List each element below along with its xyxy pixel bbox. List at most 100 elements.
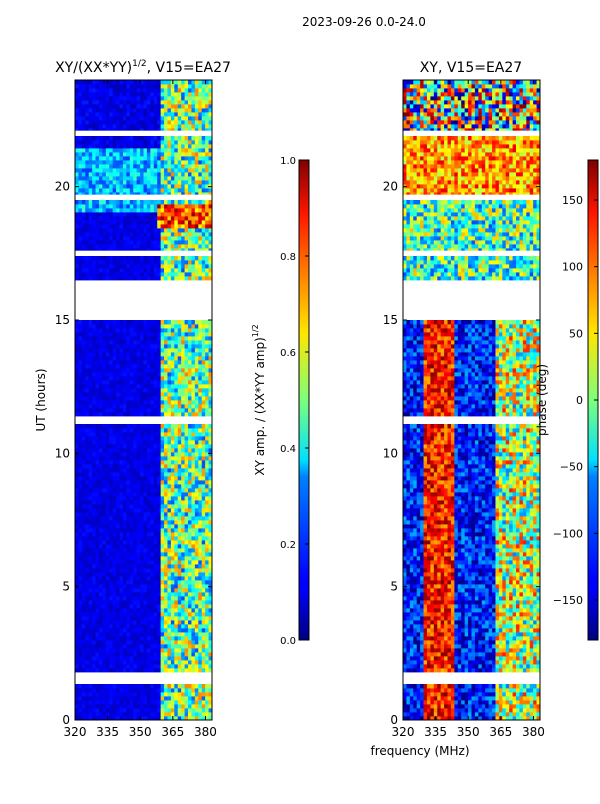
heatmap-cell — [88, 240, 93, 245]
heatmap-cell — [136, 708, 141, 713]
heatmap-cell — [126, 668, 131, 673]
heatmap-cell — [160, 528, 165, 533]
heatmap-cell — [181, 448, 185, 453]
heatmap-cell — [191, 352, 196, 357]
heatmap-cell — [105, 152, 110, 157]
heatmap-cell — [95, 184, 100, 189]
heatmap-cell — [191, 548, 196, 553]
heatmap-cell — [181, 424, 185, 429]
heatmap-cell — [129, 716, 134, 720]
heatmap-cell — [116, 500, 120, 505]
heatmap-cell — [143, 372, 148, 377]
heatmap-cell — [153, 248, 158, 253]
heatmap-cell — [78, 516, 83, 521]
heatmap-cell — [92, 472, 96, 477]
heatmap-cell — [146, 340, 151, 345]
heatmap-cell — [198, 664, 203, 669]
heatmap-cell — [208, 616, 212, 621]
heatmap-cell — [208, 276, 212, 281]
heatmap-cell — [112, 328, 117, 333]
heatmap-cell — [92, 368, 96, 373]
heatmap-cell — [85, 664, 90, 669]
heatmap-cell — [105, 208, 110, 213]
heatmap-cell — [102, 388, 107, 393]
heatmap-cell — [170, 604, 175, 609]
heatmap-cell — [153, 272, 158, 277]
heatmap-cell — [194, 496, 199, 501]
heatmap-cell — [133, 560, 138, 565]
heatmap-cell — [129, 192, 134, 197]
heatmap-cell — [88, 248, 93, 253]
heatmap-cell — [164, 684, 168, 689]
heatmap-cell — [174, 156, 179, 161]
heatmap-cell — [157, 260, 162, 265]
heatmap-cell — [133, 604, 138, 609]
heatmap-cell — [85, 472, 90, 477]
heatmap-cell — [140, 604, 144, 609]
heatmap-cell — [126, 324, 131, 329]
heatmap-cell — [184, 220, 189, 225]
heatmap-cell — [177, 452, 182, 457]
heatmap-cell — [191, 640, 196, 645]
heatmap-cell — [143, 484, 148, 489]
heatmap-cell — [150, 516, 155, 521]
heatmap-cell — [88, 236, 93, 241]
heatmap-cell — [160, 224, 165, 229]
heatmap-cell — [129, 568, 134, 573]
heatmap-cell — [150, 256, 155, 261]
heatmap-cell — [78, 244, 83, 249]
heatmap-cell — [157, 320, 162, 325]
heatmap-cell — [157, 344, 162, 349]
heatmap-cell — [153, 200, 158, 205]
heatmap-cell — [119, 468, 124, 473]
heatmap-cell — [112, 652, 117, 657]
heatmap-cell — [160, 652, 165, 657]
heatmap-cell — [78, 616, 83, 621]
heatmap-cell — [112, 412, 117, 417]
heatmap-cell — [140, 492, 144, 497]
heatmap-cell — [136, 392, 141, 397]
heatmap-cell — [198, 460, 203, 465]
heatmap-cell — [81, 440, 86, 445]
heatmap-cell — [129, 700, 134, 705]
heatmap-cell — [75, 572, 79, 577]
heatmap-cell — [116, 236, 120, 241]
heatmap-cell — [170, 628, 175, 633]
heatmap-cell — [181, 592, 185, 597]
heatmap-cell — [160, 240, 165, 245]
heatmap-cell — [143, 512, 148, 517]
heatmap-cell — [164, 564, 168, 569]
heatmap-cell — [116, 260, 120, 265]
heatmap-cell — [177, 548, 182, 553]
heatmap-cell — [150, 584, 155, 589]
heatmap-cell — [201, 612, 206, 617]
heatmap-cell — [205, 340, 209, 345]
heatmap-cell — [105, 368, 110, 373]
heatmap-cell — [194, 576, 199, 581]
heatmap-cell — [150, 660, 155, 665]
heatmap-cell — [122, 232, 127, 237]
heatmap-cell — [88, 156, 93, 161]
heatmap-cell — [112, 628, 117, 633]
heatmap-cell — [98, 712, 103, 717]
heatmap-cell — [194, 248, 199, 253]
heatmap-cell — [95, 592, 100, 597]
heatmap-cell — [143, 604, 148, 609]
heatmap-cell — [109, 716, 114, 720]
heatmap-cell — [92, 184, 96, 189]
heatmap-cell — [164, 248, 168, 253]
heatmap-cell — [198, 180, 203, 185]
heatmap-cell — [112, 468, 117, 473]
heatmap-cell — [98, 612, 103, 617]
heatmap-cell — [150, 536, 155, 541]
heatmap-cell — [133, 400, 138, 405]
heatmap-cell — [85, 400, 90, 405]
heatmap-cell — [109, 564, 114, 569]
heatmap-cell — [81, 456, 86, 461]
heatmap-cell — [205, 712, 209, 717]
heatmap-cell — [181, 260, 185, 265]
heatmap-cell — [102, 384, 107, 389]
heatmap-cell — [122, 248, 127, 253]
heatmap-cell — [78, 476, 83, 481]
heatmap-cell — [126, 396, 131, 401]
